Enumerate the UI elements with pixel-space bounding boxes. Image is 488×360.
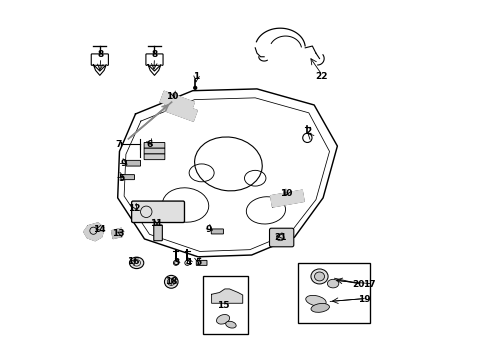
Ellipse shape bbox=[310, 303, 329, 312]
FancyBboxPatch shape bbox=[126, 160, 140, 166]
Polygon shape bbox=[83, 223, 104, 241]
Text: 18: 18 bbox=[164, 277, 177, 286]
Text: 2: 2 bbox=[305, 127, 311, 136]
Bar bbox=[203, 276, 247, 334]
Text: 5: 5 bbox=[118, 174, 124, 183]
Polygon shape bbox=[118, 89, 337, 257]
Text: 1: 1 bbox=[193, 72, 199, 81]
FancyBboxPatch shape bbox=[91, 54, 108, 65]
Ellipse shape bbox=[326, 279, 338, 288]
Circle shape bbox=[193, 86, 197, 90]
Ellipse shape bbox=[164, 275, 178, 288]
FancyBboxPatch shape bbox=[153, 225, 162, 241]
Ellipse shape bbox=[129, 257, 143, 269]
Text: 15: 15 bbox=[216, 301, 229, 310]
Ellipse shape bbox=[305, 296, 325, 306]
Text: 13: 13 bbox=[112, 229, 125, 238]
Polygon shape bbox=[270, 190, 304, 207]
Ellipse shape bbox=[310, 269, 327, 284]
Text: 6: 6 bbox=[146, 140, 153, 149]
Text: 22: 22 bbox=[314, 72, 327, 81]
Text: 20: 20 bbox=[352, 280, 364, 289]
Text: 8: 8 bbox=[98, 50, 104, 59]
Text: 3: 3 bbox=[173, 258, 180, 267]
Text: 12: 12 bbox=[128, 204, 141, 213]
Text: 8: 8 bbox=[151, 50, 157, 59]
Text: 17: 17 bbox=[363, 280, 375, 289]
Text: 7: 7 bbox=[115, 140, 122, 149]
Text: 16: 16 bbox=[127, 257, 140, 266]
Polygon shape bbox=[163, 99, 197, 121]
Polygon shape bbox=[93, 64, 106, 75]
Text: 9: 9 bbox=[121, 159, 127, 168]
Polygon shape bbox=[148, 64, 161, 75]
Ellipse shape bbox=[216, 315, 229, 324]
Text: 9: 9 bbox=[205, 225, 211, 234]
Text: 10: 10 bbox=[280, 189, 292, 198]
FancyBboxPatch shape bbox=[196, 260, 206, 265]
Text: 10: 10 bbox=[166, 91, 178, 100]
Text: 14: 14 bbox=[93, 225, 106, 234]
Text: 4: 4 bbox=[185, 258, 192, 267]
FancyBboxPatch shape bbox=[131, 201, 184, 222]
Text: 19: 19 bbox=[357, 295, 370, 304]
FancyBboxPatch shape bbox=[211, 229, 223, 234]
Polygon shape bbox=[211, 289, 242, 303]
FancyBboxPatch shape bbox=[144, 143, 164, 148]
Text: 5: 5 bbox=[195, 258, 201, 267]
FancyBboxPatch shape bbox=[144, 154, 164, 159]
FancyBboxPatch shape bbox=[269, 228, 293, 247]
Text: 21: 21 bbox=[273, 233, 286, 242]
FancyBboxPatch shape bbox=[145, 54, 163, 65]
Bar bbox=[298, 263, 369, 323]
FancyBboxPatch shape bbox=[121, 175, 134, 180]
Polygon shape bbox=[111, 228, 122, 239]
Text: 11: 11 bbox=[149, 219, 162, 228]
Ellipse shape bbox=[225, 321, 236, 328]
Ellipse shape bbox=[314, 272, 324, 281]
FancyBboxPatch shape bbox=[144, 148, 164, 154]
Polygon shape bbox=[160, 91, 194, 113]
